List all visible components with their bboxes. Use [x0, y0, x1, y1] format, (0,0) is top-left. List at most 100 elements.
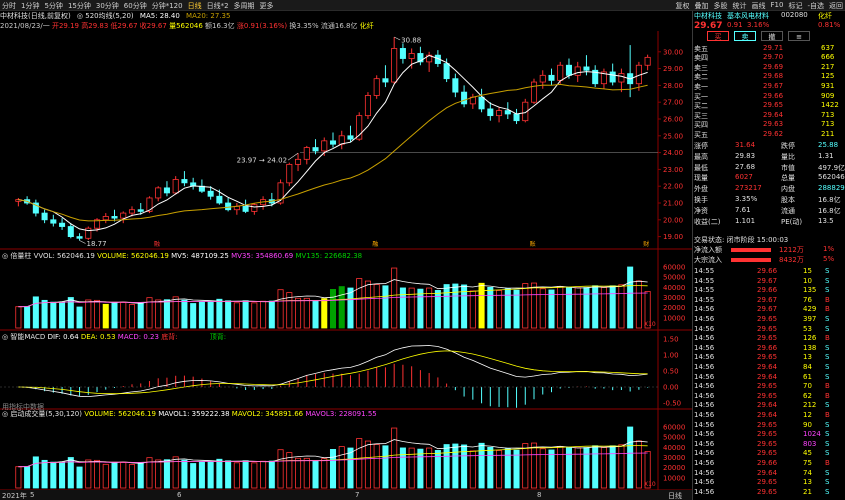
period-tab-4[interactable]: 30分钟 — [95, 2, 119, 10]
tick-price: 29.65 — [757, 324, 778, 333]
period-tab-1[interactable]: 1分钟 — [21, 2, 40, 10]
vol-tick-4: 20000 — [663, 304, 685, 312]
bid-row-1: 买二 29.65 1422 — [693, 101, 845, 111]
vol-bar-12 — [120, 302, 127, 329]
vol-bar-44 — [399, 287, 406, 329]
vol2-bar-52 — [469, 450, 476, 489]
vol2-bar-37 — [338, 446, 345, 489]
tick-volume: 135 — [803, 286, 817, 295]
vol2-bar-53 — [478, 442, 485, 489]
tick-price: 29.66 — [757, 286, 778, 295]
macd-tick-2: 0.50 — [663, 368, 679, 376]
vol2-bar-40 — [364, 440, 371, 489]
kline-chart[interactable]: 30.00 29.00 28.00 27.00 26.00 25.00 24.00 23.00… — [0, 31, 692, 490]
macd-value: MACD: 0.23 — [117, 333, 159, 341]
ma-title[interactable]: ◎ 520均线(5,20) — [76, 12, 134, 20]
stat-label-left: 最高 — [694, 152, 708, 161]
tool-item-4[interactable]: 画线 — [751, 2, 766, 10]
tick-volume: 84 — [803, 363, 812, 371]
tick-time: 14:56 — [694, 372, 715, 381]
vol-bar-7 — [76, 306, 83, 329]
vol2-bar-13 — [128, 464, 136, 489]
tool-item-5[interactable]: F10 — [770, 1, 784, 9]
tool-item-6[interactable]: 标记 — [788, 2, 803, 10]
ask-price: 29.70 — [763, 53, 784, 62]
macd-title[interactable]: ◎ 智能MACD — [2, 333, 46, 341]
cancel-button[interactable]: 撤 — [761, 31, 783, 41]
sell-button[interactable]: 卖 — [734, 31, 756, 41]
vol2-bar-38 — [347, 447, 354, 489]
tick-direction: S — [825, 478, 830, 487]
tick-time: 14:56 — [694, 391, 715, 400]
vol-bar-46 — [417, 288, 424, 329]
ask-row-0: 卖五 29.71 637 — [693, 44, 845, 54]
vol2-bar-32 — [295, 457, 302, 489]
period-tab-7[interactable]: 日线 — [187, 2, 202, 10]
ask-row-2: 卖三 29.69 217 — [693, 63, 845, 73]
tick-direction: S — [825, 449, 830, 458]
tick-direction: S — [825, 315, 830, 323]
period-tab-5[interactable]: 60分钟 — [123, 2, 147, 10]
bar-volume: 量562046 — [169, 22, 203, 30]
vol2-tick-5: 10000 — [663, 474, 685, 482]
vol2-bar-31 — [286, 452, 293, 489]
vol-volume: VOLUME: 562046.19 — [97, 252, 169, 260]
candle-body-34 — [312, 147, 319, 152]
candle-body-38 — [347, 135, 354, 140]
tool-item-7[interactable]: -自选 — [807, 2, 824, 10]
ask-row-3: 卖二 29.68 125 — [693, 72, 845, 82]
period-tab-9[interactable]: 多周期 — [233, 2, 255, 10]
candle-body-54 — [487, 108, 494, 117]
tick-row-6: 14:56 29.65 53 S — [693, 325, 845, 335]
period-tab-10[interactable]: 更多 — [259, 2, 274, 10]
tick-time: 14:56 — [694, 401, 715, 410]
candle-body-24 — [225, 202, 232, 211]
vol2-bar-15 — [146, 457, 153, 489]
tool-item-1[interactable]: 叠加 — [694, 2, 709, 10]
vol-bar-42 — [382, 285, 389, 329]
vol2-title[interactable]: ◎ 启动成交量(5,30,120) — [2, 410, 82, 418]
stat-value-right: 288829 — [818, 184, 845, 193]
menu-button[interactable]: ≡ — [788, 31, 810, 41]
big-inflow-bar — [731, 258, 771, 262]
tool-item-8[interactable]: 返回 — [829, 2, 843, 10]
buy-button[interactable]: 买 — [707, 31, 729, 41]
candle-body-36 — [329, 140, 337, 145]
bar-industry-tag[interactable]: 化纤 — [359, 22, 374, 30]
vol2-tick-3: 30000 — [663, 454, 685, 462]
macd-dea: DEA: 0.53 — [80, 333, 116, 341]
vol-bar-5 — [59, 301, 66, 329]
tick-price: 29.65 — [757, 449, 778, 458]
candle-body-45 — [408, 53, 415, 59]
vol-title[interactable]: ◎ 倍量柱 — [2, 252, 32, 260]
tool-item-2[interactable]: 多股 — [713, 2, 728, 10]
candle-body-69 — [618, 73, 625, 83]
tool-item-3[interactable]: 统计 — [732, 2, 747, 10]
stat-label-right: 流通 — [781, 206, 795, 215]
ask-volume: 637 — [821, 44, 835, 52]
period-tab-6[interactable]: 分钟*120 — [151, 2, 183, 10]
vol2-bar-42 — [382, 445, 389, 489]
quote-subtitle: 基本风电材料 — [727, 12, 769, 20]
quote-tag[interactable]: 化纤 — [818, 12, 832, 20]
chart-grid — [0, 31, 692, 490]
tool-item-0[interactable]: 复权 — [675, 2, 690, 10]
vol2-bar-29 — [268, 460, 275, 489]
quote-pct: 3.16% — [747, 21, 770, 29]
net-inflow-bar — [731, 248, 771, 252]
tick-volume: 126 — [803, 334, 817, 343]
tick-direction: S — [825, 267, 830, 275]
macd-panel-header: ◎ 智能MACD DIF: 0.64 DEA: 0.53 MACD: 0.23 … — [2, 332, 226, 342]
vol2-bar-57 — [513, 449, 520, 489]
candle-body-33 — [303, 147, 310, 160]
period-tab-3[interactable]: 15分钟 — [67, 2, 91, 10]
candle-body-57 — [513, 113, 520, 122]
candle-body-37 — [338, 135, 345, 145]
period-tab-0[interactable]: 分时 — [2, 2, 16, 10]
net-inflow-label: 净流入额 — [694, 246, 722, 254]
period-tab-2[interactable]: 5分钟 — [44, 2, 63, 10]
high-price-label-pointer — [394, 36, 401, 41]
period-tab-8[interactable]: 日线*2 — [206, 2, 229, 10]
stat-label-right: 量比 — [781, 152, 795, 161]
bid-volume: 713 — [821, 120, 835, 129]
